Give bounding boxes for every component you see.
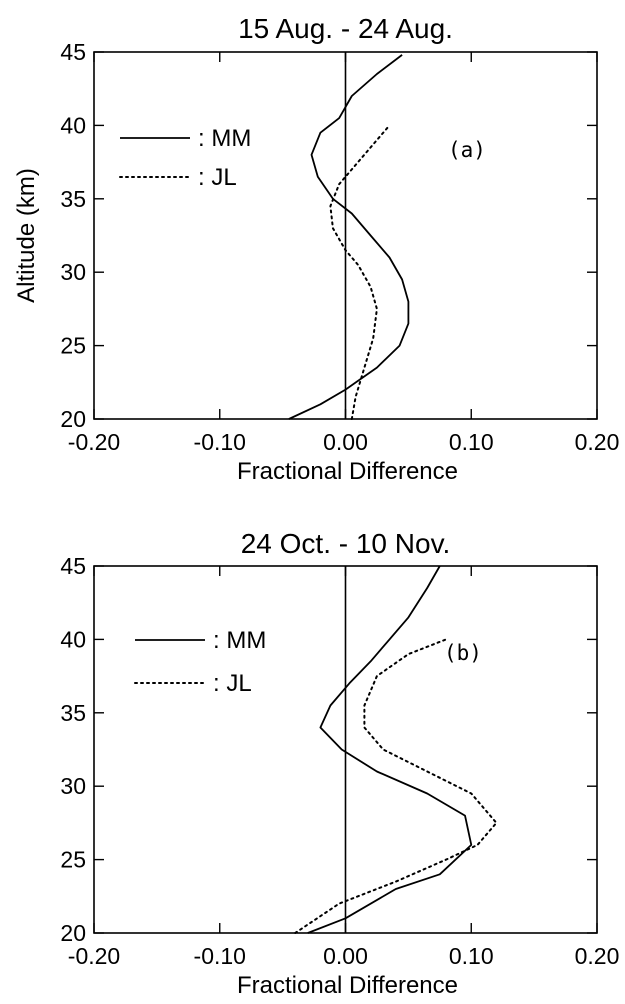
series-line-mm bbox=[288, 54, 410, 420]
panel-label: (b) bbox=[444, 641, 482, 665]
panel-b: 24 Oct. - 10 Nov. -0.20 -0.10 0.00 0.10 0.20 2… bbox=[60, 528, 619, 999]
x-tick-label: -0.20 bbox=[68, 429, 120, 455]
y-tick-label: 30 bbox=[60, 773, 86, 799]
y-tick-label: 45 bbox=[60, 553, 86, 579]
y-tick-label: 45 bbox=[60, 39, 86, 65]
chart-title: 24 Oct. - 10 Nov. bbox=[241, 528, 451, 559]
y-tick-label: 25 bbox=[60, 333, 86, 359]
panel-label: (a) bbox=[448, 138, 486, 162]
y-tick-label: 35 bbox=[60, 700, 86, 726]
panel-a: 15 Aug. - 24 Aug. -0.20 -0.10 0.00 0.10 0.20 2… bbox=[13, 13, 619, 485]
series-line-mm bbox=[307, 565, 473, 934]
y-tick-label: 25 bbox=[60, 847, 86, 873]
x-tick-label: -0.10 bbox=[194, 429, 246, 455]
x-tick-label: 0.10 bbox=[449, 429, 494, 455]
x-tick-label: -0.10 bbox=[194, 943, 246, 969]
legend: : MM : JL bbox=[134, 627, 266, 697]
y-tick-label: 20 bbox=[60, 920, 86, 946]
y-tick-label: 30 bbox=[60, 259, 86, 285]
series-line-jl bbox=[294, 638, 498, 934]
legend-label: : MM bbox=[198, 125, 251, 152]
y-tick-label: 35 bbox=[60, 186, 86, 212]
y-tick-label: 40 bbox=[60, 112, 86, 138]
y-axis-title: Altitude (km) bbox=[13, 168, 40, 303]
x-axis-title: Fractional Difference bbox=[237, 972, 458, 999]
x-tick-label: 0.10 bbox=[449, 943, 494, 969]
legend-label: : JL bbox=[213, 670, 252, 697]
x-tick-label: 0.00 bbox=[323, 943, 368, 969]
legend-label: : JL bbox=[198, 164, 237, 191]
x-tick-label: 0.00 bbox=[323, 429, 368, 455]
x-tick-label: -0.20 bbox=[68, 943, 120, 969]
series-line-jl bbox=[329, 124, 391, 420]
y-tick-label: 40 bbox=[60, 626, 86, 652]
x-tick-label: 0.20 bbox=[575, 943, 620, 969]
y-tick-label: 20 bbox=[60, 406, 86, 432]
x-axis-title: Fractional Difference bbox=[237, 458, 458, 485]
chart-title: 15 Aug. - 24 Aug. bbox=[238, 13, 453, 44]
legend-label: : MM bbox=[213, 627, 266, 654]
x-tick-label: 0.20 bbox=[575, 429, 620, 455]
legend: : MM : JL bbox=[119, 125, 251, 191]
